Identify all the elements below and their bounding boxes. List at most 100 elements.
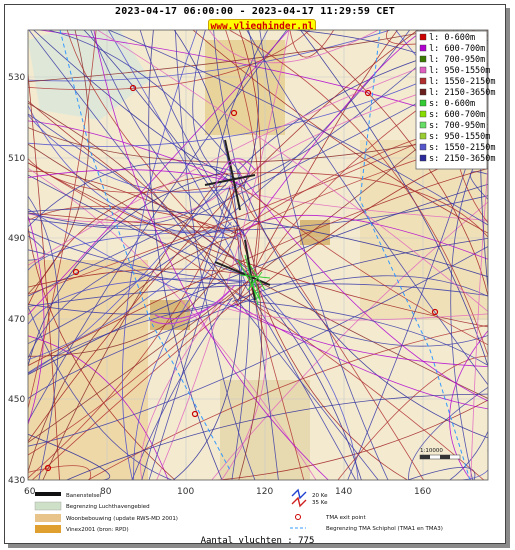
legend-label: l: 1550-2150m (429, 77, 496, 87)
flight-track (173, 228, 242, 480)
flight-track (28, 208, 488, 278)
x-tick-label: 100 (177, 487, 194, 497)
map-symbols-legend: Banenstelsel Begrenzing Luchthavengebied… (34, 488, 443, 533)
flight-track (28, 215, 45, 425)
flight-track (363, 30, 441, 31)
flight-track (97, 30, 488, 312)
flight-track (39, 399, 488, 480)
y-tick-label: 510 (8, 154, 25, 164)
x-tick-label: 160 (414, 487, 431, 497)
flight-track (28, 30, 418, 442)
flight-track (236, 169, 488, 402)
flight-track (236, 30, 398, 303)
flight-track (28, 283, 488, 307)
flight-track (35, 30, 327, 31)
tma-exit-point-marker (364, 89, 372, 97)
urban-swatch (35, 514, 61, 522)
legend-swatch (419, 132, 427, 140)
legend-label: s: 2150-3650m (429, 154, 496, 164)
flight-track (28, 30, 90, 295)
flight-track (90, 30, 242, 239)
x-axis-labels: 60 80 100 120 140 160 (24, 487, 431, 497)
flight-track (28, 30, 97, 409)
flight-track (234, 303, 488, 410)
scale-label: 1:10000 (420, 448, 443, 454)
flight-track (28, 114, 244, 193)
legend-label: l: 0-600m (429, 33, 475, 43)
flight-track (28, 246, 488, 447)
tma-boundary-line (59, 30, 231, 471)
flight-track (28, 278, 251, 456)
map-scale-bar: 1:10000 (419, 448, 461, 460)
flight-track (28, 183, 232, 223)
flight-track (28, 162, 485, 480)
flight-track (259, 30, 389, 480)
legend-label: l: 600-700m (429, 44, 485, 54)
flight-track (28, 100, 248, 268)
map-border (27, 29, 489, 481)
legend-swatch (419, 77, 427, 85)
flight-track (221, 239, 268, 480)
flight-track (225, 172, 488, 238)
tma-exit-points (44, 84, 439, 472)
legend-runway-label: Banenstelsel (66, 493, 102, 499)
flight-track (28, 208, 237, 309)
map-grid (28, 30, 488, 480)
flight-track (225, 187, 488, 221)
flight-track (237, 299, 488, 366)
flight-track (139, 30, 245, 236)
flight-track (449, 330, 488, 480)
legend-swatch (419, 88, 427, 96)
flight-track (66, 30, 250, 276)
flight-track (229, 180, 424, 480)
legend-tma-exit-label: TMA exit point (325, 515, 366, 521)
flight-count: Aantal vluchten : 775 (200, 536, 315, 546)
flight-track (487, 183, 488, 328)
flight-track (32, 282, 261, 480)
flight-track (28, 113, 256, 276)
tma-exit-icon (295, 514, 301, 520)
flight-track (83, 30, 245, 235)
y-tick-label: 430 (8, 476, 25, 486)
legend-swatch (419, 44, 427, 52)
legend-label: l: 2150-3650m (429, 88, 496, 98)
flight-track (28, 158, 226, 194)
flight-track (107, 30, 247, 284)
flight-track (141, 186, 231, 480)
flight-track (93, 30, 329, 480)
flight-track (48, 30, 241, 174)
flight-track (28, 173, 229, 374)
flight-track (33, 30, 237, 179)
flight-track (407, 467, 476, 480)
y-tick-label: 490 (8, 234, 25, 244)
tma-exit-point-marker (129, 84, 137, 92)
flight-track (28, 168, 488, 366)
tma-exit-point-marker (44, 464, 52, 472)
flight-track (192, 30, 235, 183)
time-range-title: 2023-04-17 06:00:00 - 2023-04-17 11:29:5… (115, 6, 395, 17)
flight-track (66, 393, 488, 480)
tma-exit-point-marker (191, 410, 199, 418)
x-tick-label: 140 (335, 487, 352, 497)
legend-swatch (419, 154, 427, 162)
y-tick-label: 530 (8, 73, 25, 83)
flight-track (28, 170, 227, 366)
flight-track (230, 275, 488, 308)
x-tick-label: 60 (24, 487, 36, 497)
flight-track (28, 120, 244, 187)
flight-track (234, 214, 488, 260)
x-tick-label: 80 (100, 487, 112, 497)
flight-track (28, 102, 239, 306)
runway-swatch (35, 492, 61, 496)
legend-label: s: 600-700m (429, 110, 485, 120)
flight-track (173, 30, 240, 300)
legend-swatch (419, 143, 427, 151)
flight-track (108, 30, 488, 226)
flight-track (225, 30, 261, 275)
flight-track (28, 249, 241, 284)
airport-boundary-swatch (34, 501, 62, 511)
flight-track (440, 439, 488, 480)
flight-track (238, 184, 488, 346)
